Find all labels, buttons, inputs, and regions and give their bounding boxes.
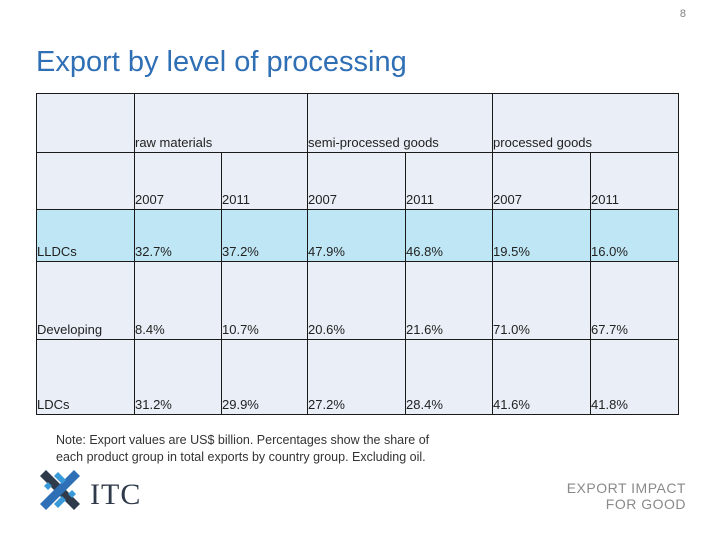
table-cell: 8.4% [134, 261, 222, 340]
table-row: LLDCs 32.7% 37.2% 47.9% 46.8% 19.5% 16.0… [36, 209, 680, 262]
table-cell: 67.7% [590, 261, 680, 340]
tagline-line1: EXPORT IMPACT [566, 480, 686, 496]
processing-table: raw materials semi-processed goods proce… [36, 93, 680, 415]
table-cell: 21.6% [405, 261, 494, 340]
footnote-line: each product group in total exports by c… [56, 450, 426, 464]
year-header: 2011 [590, 152, 680, 210]
table-cell: 27.2% [307, 339, 407, 415]
footnote: Note: Export values are US$ billion. Per… [56, 432, 486, 466]
table-cell: 32.7% [134, 209, 222, 262]
slide-title: Export by level of processing [36, 46, 407, 78]
table-header-groups: raw materials semi-processed goods proce… [36, 93, 680, 153]
year-header: 2007 [134, 152, 222, 210]
table-cell: 41.8% [590, 339, 680, 415]
table-cell: 31.2% [134, 339, 222, 415]
itc-emblem-icon [40, 470, 80, 510]
year-header: 2011 [220, 152, 309, 210]
tagline: EXPORT IMPACT FOR GOOD [567, 480, 686, 512]
logo-text: ITC [90, 478, 141, 511]
table-cell: 37.2% [220, 209, 309, 262]
table-cell: 47.9% [307, 209, 407, 262]
table-header-years: 2007 2011 2007 2011 2007 2011 [36, 152, 680, 210]
table-corner-cell [36, 93, 135, 153]
year-header: 2007 [492, 152, 592, 210]
table-cell: 41.6% [492, 339, 592, 415]
tagline-line2: FOR GOOD [605, 496, 686, 512]
year-header: 2011 [405, 152, 494, 210]
group-header-semi: semi-processed goods [307, 93, 494, 153]
table-cell: 10.7% [220, 261, 309, 340]
table-cell: 46.8% [405, 209, 494, 262]
group-header-raw: raw materials [133, 93, 309, 153]
table-cell: 29.9% [220, 339, 309, 415]
table-corner-cell [36, 152, 135, 210]
page-number: 8 [679, 8, 686, 20]
table-cell: 28.4% [405, 339, 494, 415]
row-label-ldcs: LDCs [36, 339, 135, 415]
row-label-developing: Developing [36, 261, 135, 340]
group-header-processed: processed goods [492, 93, 680, 153]
table-cell: 19.5% [492, 209, 592, 262]
itc-logo: ITC [40, 470, 141, 511]
table-cell: 71.0% [492, 261, 592, 340]
table-row: LDCs 31.2% 29.9% 27.2% 28.4% 41.6% 41.8% [36, 339, 680, 415]
footnote-line: Note: Export values are US$ billion. Per… [56, 433, 430, 447]
table-row: Developing 8.4% 10.7% 20.6% 21.6% 71.0% … [36, 261, 680, 340]
table-cell: 20.6% [307, 261, 407, 340]
row-label-lldcs: LLDCs [36, 209, 135, 262]
table-cell: 16.0% [590, 209, 680, 262]
year-header: 2007 [307, 152, 407, 210]
